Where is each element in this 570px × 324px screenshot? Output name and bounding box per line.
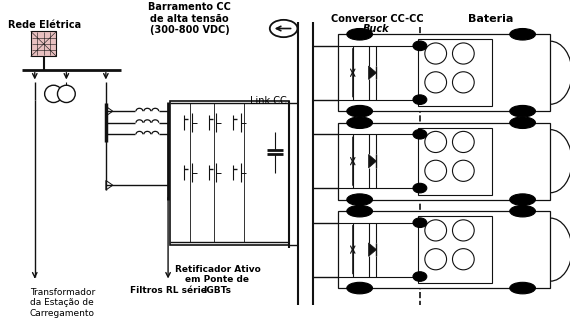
Text: Retificador Ativo
em Ponte de
IGBTs: Retificador Ativo em Ponte de IGBTs <box>174 265 260 295</box>
Ellipse shape <box>413 130 427 139</box>
Ellipse shape <box>413 183 427 193</box>
Ellipse shape <box>347 282 373 294</box>
Bar <box>338 34 550 111</box>
Polygon shape <box>184 115 192 131</box>
Ellipse shape <box>44 85 62 102</box>
Polygon shape <box>184 168 191 178</box>
Polygon shape <box>369 155 376 168</box>
Polygon shape <box>369 66 376 79</box>
Ellipse shape <box>347 117 373 129</box>
Ellipse shape <box>510 105 535 117</box>
Ellipse shape <box>347 205 373 217</box>
Ellipse shape <box>270 20 298 37</box>
Ellipse shape <box>510 282 535 294</box>
Bar <box>170 101 288 245</box>
Ellipse shape <box>413 218 427 227</box>
Bar <box>338 211 550 288</box>
Text: Barramento CC
de alta tensão
(300-800 VDC): Barramento CC de alta tensão (300-800 VD… <box>148 2 231 36</box>
Bar <box>418 39 492 106</box>
Ellipse shape <box>425 220 446 241</box>
Bar <box>338 123 550 200</box>
Polygon shape <box>233 118 240 128</box>
Polygon shape <box>209 118 215 128</box>
Ellipse shape <box>413 272 427 281</box>
Ellipse shape <box>58 85 75 102</box>
Ellipse shape <box>413 41 427 51</box>
Text: Link CC: Link CC <box>250 96 287 106</box>
Ellipse shape <box>453 43 474 64</box>
Ellipse shape <box>453 72 474 93</box>
Ellipse shape <box>453 249 474 270</box>
Polygon shape <box>184 118 191 128</box>
Ellipse shape <box>347 29 373 40</box>
Text: Rede Elétrica: Rede Elétrica <box>8 20 81 30</box>
Ellipse shape <box>510 205 535 217</box>
Polygon shape <box>209 165 217 180</box>
Bar <box>418 128 492 195</box>
Ellipse shape <box>453 160 474 181</box>
Ellipse shape <box>510 194 535 205</box>
Polygon shape <box>209 115 217 131</box>
Ellipse shape <box>425 72 446 93</box>
Polygon shape <box>233 165 241 180</box>
Text: Conversor CC-CC: Conversor CC-CC <box>331 14 424 24</box>
Ellipse shape <box>453 131 474 153</box>
Polygon shape <box>233 168 240 178</box>
Text: Transformador
da Estação de
Carregamento: Transformador da Estação de Carregamento <box>30 288 95 318</box>
Polygon shape <box>209 168 215 178</box>
Text: Filtros RL série: Filtros RL série <box>129 286 206 295</box>
Bar <box>418 216 492 283</box>
Ellipse shape <box>347 194 373 205</box>
Text: Bateria: Bateria <box>469 14 514 24</box>
Polygon shape <box>369 243 376 256</box>
Polygon shape <box>106 106 113 116</box>
Ellipse shape <box>453 220 474 241</box>
Bar <box>31 31 56 56</box>
Polygon shape <box>184 165 192 180</box>
Ellipse shape <box>413 95 427 104</box>
Polygon shape <box>233 115 241 131</box>
Polygon shape <box>106 180 113 190</box>
Ellipse shape <box>425 249 446 270</box>
Ellipse shape <box>347 105 373 117</box>
Ellipse shape <box>425 131 446 153</box>
Ellipse shape <box>510 29 535 40</box>
Ellipse shape <box>425 160 446 181</box>
Text: Buck: Buck <box>363 25 390 34</box>
Ellipse shape <box>510 117 535 129</box>
Ellipse shape <box>425 43 446 64</box>
